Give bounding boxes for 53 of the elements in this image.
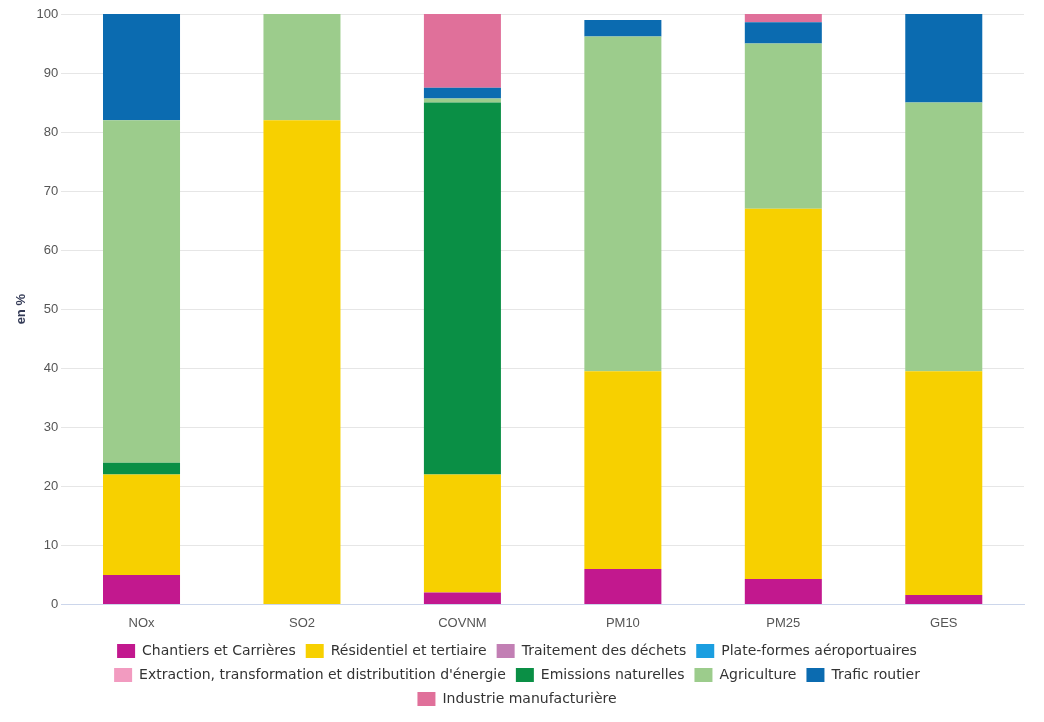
y-tick-label: 0 bbox=[51, 595, 59, 611]
bar bbox=[263, 120, 341, 604]
legend-label: Trafic routier bbox=[830, 665, 921, 682]
legend-label: Agriculture bbox=[719, 665, 797, 682]
bar bbox=[584, 371, 662, 569]
bar bbox=[103, 120, 181, 463]
bar bbox=[584, 19, 662, 37]
bar bbox=[905, 14, 983, 103]
x-tick-label: SO2 bbox=[288, 614, 315, 630]
bar bbox=[744, 579, 822, 604]
bar bbox=[905, 371, 983, 595]
y-axis-title: en % bbox=[13, 293, 29, 325]
bar bbox=[263, 14, 341, 121]
y-tick-label: 50 bbox=[43, 300, 59, 316]
bar bbox=[905, 102, 983, 372]
bar bbox=[584, 568, 662, 604]
bar bbox=[103, 14, 181, 121]
bar bbox=[103, 462, 181, 475]
legend-label: Chantiers et Carrières bbox=[142, 641, 296, 658]
x-tick-label: GES bbox=[930, 614, 958, 630]
y-tick-label: 100 bbox=[36, 5, 59, 21]
legend-label: Extraction, transformation et distributition d'énergie bbox=[139, 665, 506, 682]
y-tick-label: 90 bbox=[43, 64, 59, 80]
bar bbox=[423, 98, 501, 103]
x-tick-label: PM10 bbox=[605, 614, 640, 630]
y-tick-label: 60 bbox=[43, 241, 59, 257]
y-tick-label: 70 bbox=[43, 182, 59, 198]
bar bbox=[744, 43, 822, 209]
bar bbox=[423, 14, 501, 88]
legend-label: Traitement des déchets bbox=[520, 641, 687, 658]
bar bbox=[744, 208, 822, 580]
bar bbox=[423, 474, 501, 593]
bar bbox=[103, 574, 181, 604]
y-tick-label: 10 bbox=[43, 536, 59, 552]
legend-label: Emissions naturelles bbox=[540, 665, 685, 682]
x-tick-label: COVNM bbox=[438, 614, 487, 630]
bar bbox=[744, 22, 822, 44]
legend-label: Résidentiel et tertiaire bbox=[330, 641, 487, 658]
bar bbox=[423, 592, 501, 604]
y-tick-label: 80 bbox=[43, 123, 59, 139]
bar bbox=[744, 14, 822, 23]
bar bbox=[423, 87, 501, 99]
y-tick-label: 20 bbox=[43, 477, 59, 493]
bar bbox=[103, 474, 181, 575]
y-tick-label: 40 bbox=[43, 359, 59, 375]
legend-label: Plate-formes aéroportuaires bbox=[721, 641, 917, 658]
legend-label: Industrie manufacturière bbox=[442, 689, 617, 706]
bar bbox=[905, 594, 983, 604]
x-tick-label: NOx bbox=[128, 614, 156, 630]
bar bbox=[584, 36, 662, 372]
x-tick-label: PM25 bbox=[766, 614, 801, 630]
bar bbox=[423, 102, 501, 475]
y-tick-label: 30 bbox=[43, 418, 59, 434]
